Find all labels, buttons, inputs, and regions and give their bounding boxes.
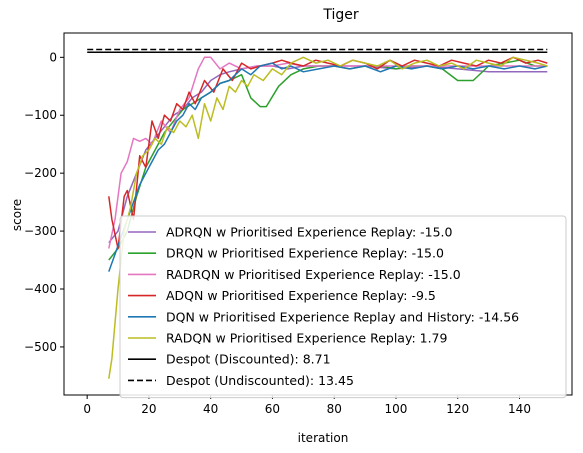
x-tick-label-5: 100 [385,402,408,416]
series-line-1 [108,59,548,261]
x-tick-label-0: 0 [83,402,91,416]
legend-label-2: RADRQN w Prioritised Experience Replay: … [166,267,461,282]
x-tick-label-4: 80 [327,402,342,416]
chart-title: Tiger [322,7,359,23]
y-tick-label-2: −200 [24,166,57,180]
series-line-4 [108,62,548,272]
x-tick-label-6: 120 [446,402,469,416]
legend-label-0: ADRQN w Prioritised Experience Replay: -… [166,225,453,240]
series-line-5 [108,56,548,379]
plot-area [87,48,548,379]
x-tick-label-2: 40 [203,402,218,416]
y-tick-label-4: −400 [24,282,57,296]
y-tick-label-5: −500 [24,340,57,354]
legend-label-4: DQN w Prioritised Experience Replay and … [166,309,519,324]
legend-label-5: RADQN w Prioritised Experience Replay: 1… [166,331,448,346]
x-tick-label-1: 20 [141,402,156,416]
y-tick-label-1: −100 [24,108,57,122]
y-axis-label: score [10,199,24,231]
x-tick-label-7: 140 [508,402,531,416]
x-axis-label: iteration [298,431,349,445]
legend-label-1: DRQN w Prioritised Experience Replay: -1… [166,246,444,261]
legend-label-6: Despot (Discounted): 8.71 [166,352,331,367]
legend-box [119,215,567,399]
axis-ticks: 0 20 40 60 80 100 120 140 0 −100 −200 −300 −400 −500 [24,50,531,416]
y-tick-label-3: −300 [24,224,57,238]
x-tick-label-3: 60 [265,402,280,416]
legend-label-7: Despot (Undiscounted): 13.45 [166,373,354,388]
y-tick-label-0: 0 [49,50,57,64]
legend-label-3: ADQN w Prioritised Experience Replay: -9… [166,288,436,303]
legend: ADRQN w Prioritised Experience Replay: -… [119,215,567,399]
